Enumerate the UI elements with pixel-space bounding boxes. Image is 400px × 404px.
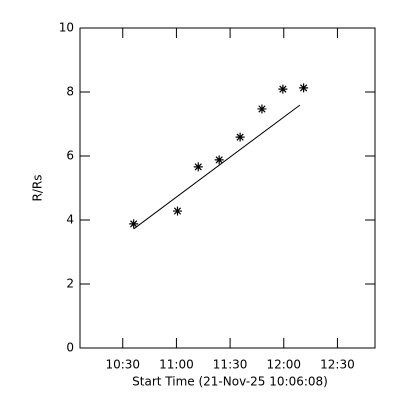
x-tick-label: 11:00 <box>159 358 194 372</box>
x-tick-label: 10:30 <box>105 358 140 372</box>
x-tick-label: 12:00 <box>266 358 301 372</box>
data-point <box>193 162 203 172</box>
x-tick-label: 12:30 <box>320 358 355 372</box>
data-point <box>235 132 245 142</box>
y-axis-label: R/Rs <box>31 175 45 202</box>
plot-frame <box>79 27 376 349</box>
y-tick-label: 4 <box>66 213 74 227</box>
data-point <box>172 206 182 216</box>
y-tick-label: 0 <box>66 341 74 355</box>
y-tick-label: 8 <box>66 85 74 99</box>
x-tick-label: 11:30 <box>213 358 248 372</box>
x-axis-label: Start Time (21-Nov-25 10:06:08) <box>132 375 328 389</box>
y-tick-label: 2 <box>66 277 74 291</box>
y-tick-label: 6 <box>66 149 74 163</box>
data-point <box>257 104 267 114</box>
data-point <box>214 155 224 165</box>
y-tick-label: 10 <box>59 21 74 35</box>
data-point <box>299 83 309 93</box>
fit-line <box>133 104 301 230</box>
data-point <box>129 219 139 229</box>
data-point <box>278 84 288 94</box>
